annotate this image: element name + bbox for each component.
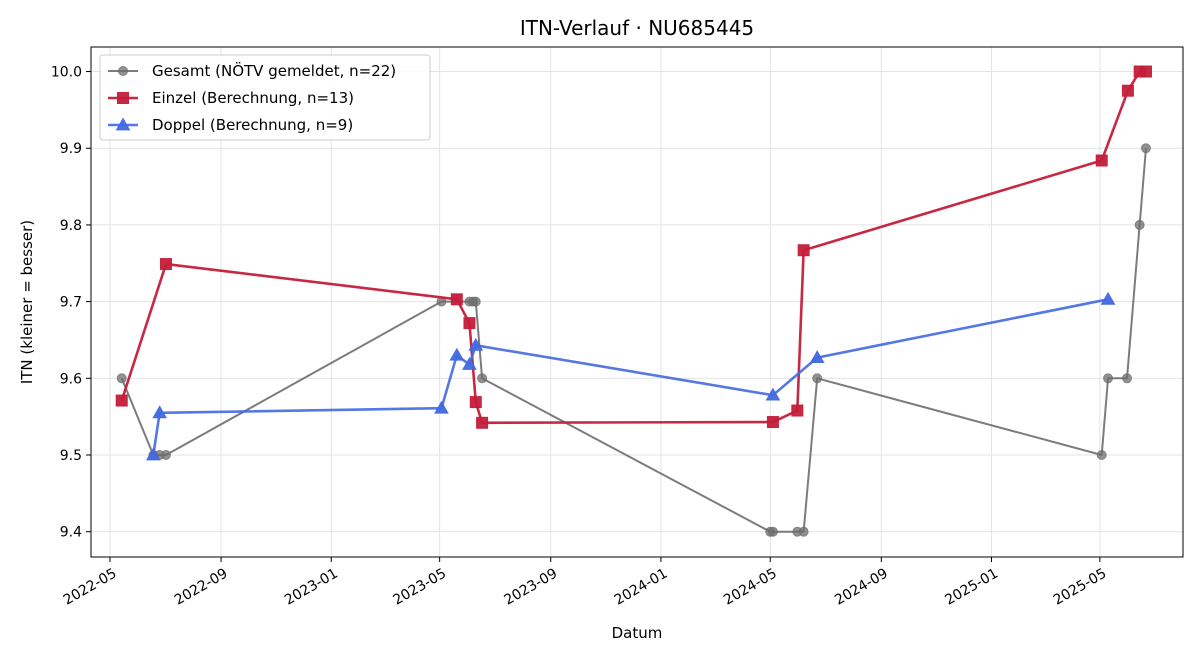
y-tick-label: 9.5 — [60, 448, 82, 464]
y-axis: 9.4 9.5 9.6 9.7 9.8 9.9 10.0 — [51, 65, 91, 541]
legend-item: Gesamt (NÖTV gemeldet, n=22) — [108, 61, 396, 80]
data-point — [450, 293, 463, 306]
data-point — [1095, 154, 1108, 167]
series-2 — [115, 65, 1152, 429]
data-point — [449, 347, 465, 361]
y-tick-label: 9.7 — [60, 295, 82, 311]
chart-title: ITN-Verlauf · NU685445 — [520, 16, 754, 40]
legend: Gesamt (NÖTV gemeldet, n=22) Einzel (Bere… — [99, 54, 431, 141]
data-point — [798, 526, 809, 537]
data-point — [1121, 84, 1134, 97]
data-point — [462, 356, 477, 370]
legend-marker — [115, 117, 131, 131]
legend-box — [99, 54, 431, 141]
data-point — [1096, 450, 1107, 460]
y-tick-label: 9.9 — [60, 141, 82, 157]
data-point — [797, 244, 810, 257]
data-point — [766, 416, 779, 429]
data-point — [791, 404, 804, 417]
data-point — [468, 337, 484, 351]
data-point — [116, 373, 127, 384]
data-point — [477, 373, 488, 384]
legend-item: Einzel (Berechnung, n=13) — [108, 89, 354, 107]
data-point — [1139, 65, 1152, 78]
y-tick-label: 9.4 — [60, 525, 82, 541]
data-point — [1103, 373, 1114, 384]
data-point — [765, 387, 781, 401]
data-point — [469, 396, 482, 409]
data-point — [152, 405, 168, 419]
y-tick-label: 9.8 — [60, 218, 82, 234]
data-point — [767, 526, 778, 537]
data-point — [1122, 373, 1132, 384]
data-point — [1134, 219, 1145, 230]
data-point — [145, 447, 161, 461]
legend-marker — [118, 66, 128, 76]
legend-label: Einzel (Berechnung, n=13) — [152, 89, 354, 107]
data-point — [1100, 291, 1116, 305]
x-axis-label: Datum — [612, 624, 663, 642]
data-point — [159, 258, 172, 271]
plot-series — [115, 65, 1152, 537]
data-point — [115, 394, 128, 407]
legend-label: Doppel (Berechnung, n=9) — [152, 116, 353, 134]
data-point — [809, 350, 825, 363]
data-point — [160, 450, 171, 460]
data-point — [470, 296, 481, 307]
y-axis-label: ITN (kleiner = besser) — [18, 220, 36, 384]
data-point — [463, 317, 476, 330]
y-tick-label: 10.0 — [51, 65, 82, 81]
data-point — [1140, 143, 1151, 154]
series-3 — [145, 291, 1116, 461]
y-tick-label: 9.6 — [60, 371, 82, 387]
data-point — [812, 373, 823, 384]
data-point — [476, 416, 489, 429]
legend-marker — [117, 92, 129, 104]
legend-label: Gesamt (NÖTV gemeldet, n=22) — [152, 61, 396, 80]
legend-item: Doppel (Berechnung, n=9) — [108, 116, 353, 134]
data-point — [434, 400, 449, 414]
